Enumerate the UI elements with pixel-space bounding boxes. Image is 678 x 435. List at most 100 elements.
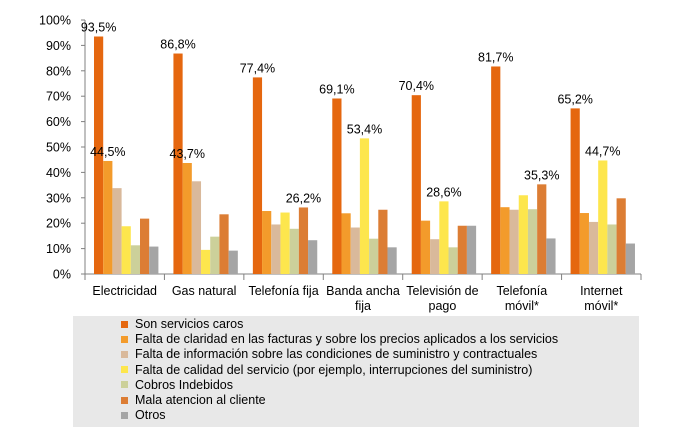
bar bbox=[182, 163, 192, 274]
bar bbox=[411, 95, 421, 275]
bar bbox=[191, 181, 202, 274]
y-tick-label: 100% bbox=[39, 14, 71, 28]
data-label: 65,2% bbox=[557, 92, 592, 106]
bar bbox=[289, 228, 299, 274]
data-label: 86,8% bbox=[160, 38, 195, 52]
x-tick-label: Gas natural bbox=[172, 284, 237, 298]
bar bbox=[546, 238, 556, 274]
x-tick-label: pago bbox=[429, 299, 457, 313]
y-tick-label: 80% bbox=[46, 64, 71, 78]
bar bbox=[616, 198, 626, 274]
legend-label: Falta de información sobre las condicion… bbox=[135, 347, 538, 362]
bar bbox=[298, 207, 309, 274]
legend-label: Falta de claridad en las facturas y sobr… bbox=[135, 332, 559, 347]
legend-item: Mala atencion al cliente bbox=[121, 393, 266, 407]
bar bbox=[262, 211, 272, 274]
bar bbox=[625, 243, 635, 274]
x-tick-label: Internet bbox=[580, 284, 623, 298]
bar bbox=[359, 138, 370, 274]
bar bbox=[598, 160, 608, 274]
bar bbox=[491, 66, 501, 275]
data-label: 43,7% bbox=[170, 147, 205, 161]
x-tick-label: Televisión de bbox=[406, 284, 478, 298]
data-labels: 93,5% 44,5% 86,8% 43,7% 77,4% 26,2% 69,1% 53,4%… bbox=[81, 21, 621, 206]
x-tick-label: móvil* bbox=[505, 299, 539, 313]
legend-swatch bbox=[121, 350, 128, 358]
x-tick-label: fija bbox=[355, 299, 371, 313]
bar bbox=[457, 225, 467, 274]
bar bbox=[103, 160, 113, 274]
bar bbox=[607, 224, 617, 274]
bar bbox=[308, 240, 318, 274]
bar bbox=[570, 108, 580, 274]
x-tick-label: Banda ancha bbox=[326, 284, 400, 298]
data-label: 44,7% bbox=[585, 144, 620, 158]
x-tick-label: Electricidad bbox=[92, 284, 157, 298]
legend-label: Falta de calidad del servicio (por ejemp… bbox=[135, 362, 533, 377]
bar bbox=[369, 238, 379, 274]
legend-swatch bbox=[121, 366, 128, 374]
bar bbox=[252, 77, 263, 275]
legend-label: Son servicios caros bbox=[135, 317, 244, 331]
data-label: 35,3% bbox=[524, 168, 559, 182]
bar bbox=[112, 188, 122, 274]
legend: Son servicios caros Falta de claridad en … bbox=[73, 316, 639, 427]
bar bbox=[130, 245, 140, 274]
bar bbox=[430, 239, 440, 274]
data-label: 53,4% bbox=[347, 122, 382, 136]
bar bbox=[201, 249, 211, 274]
bar bbox=[341, 213, 351, 274]
bar bbox=[537, 184, 547, 274]
bar bbox=[140, 218, 150, 274]
bar bbox=[378, 209, 388, 274]
bar bbox=[527, 209, 538, 274]
bar bbox=[466, 225, 477, 274]
legend-item: Cobros Indebidos bbox=[121, 378, 233, 392]
legend-item: Falta de información sobre las condicion… bbox=[121, 347, 537, 361]
data-label: 28,6% bbox=[426, 185, 461, 199]
bar bbox=[518, 195, 528, 274]
bar bbox=[271, 224, 281, 274]
legend-label: Cobros Indebidos bbox=[135, 377, 233, 392]
data-label: 70,4% bbox=[399, 79, 434, 93]
y-axis: 0% 10% 20% 30% 40% 50% 60% 70% 80% 90% 100% bbox=[39, 14, 86, 282]
y-tick-label: 30% bbox=[46, 191, 71, 205]
y-tick-label: 40% bbox=[46, 166, 71, 180]
legend-swatch bbox=[121, 320, 128, 328]
bar bbox=[579, 213, 589, 274]
bar bbox=[387, 247, 397, 274]
bar bbox=[173, 53, 183, 274]
bar bbox=[588, 221, 599, 274]
x-axis: Electricidad Gas natural Telefonía fija Ban… bbox=[84, 273, 642, 313]
data-label: 26,2% bbox=[286, 191, 321, 205]
data-label: 77,4% bbox=[240, 61, 275, 75]
legend-swatch bbox=[121, 381, 128, 389]
bar bbox=[210, 236, 220, 274]
y-tick-label: 0% bbox=[53, 268, 71, 282]
bar bbox=[500, 207, 510, 274]
data-label: 69,1% bbox=[319, 82, 354, 96]
bar bbox=[219, 214, 229, 274]
legend-swatch bbox=[121, 335, 128, 343]
bar bbox=[149, 246, 159, 274]
legend-item: Falta de calidad del servicio (por ejemp… bbox=[121, 363, 532, 377]
bar bbox=[94, 36, 104, 275]
bar bbox=[228, 250, 238, 274]
bar bbox=[350, 227, 360, 274]
legend-swatch bbox=[121, 396, 128, 404]
legend-swatch bbox=[121, 411, 128, 419]
bar bbox=[448, 247, 458, 274]
bar bbox=[509, 209, 519, 274]
bar bbox=[280, 212, 290, 274]
x-tick-label: Telefonía bbox=[496, 284, 547, 298]
data-label: 93,5% bbox=[81, 21, 116, 35]
legend-item: Otros bbox=[121, 408, 166, 422]
y-tick-label: 50% bbox=[46, 141, 71, 155]
y-tick-label: 10% bbox=[46, 242, 71, 256]
legend-item: Son servicios caros bbox=[121, 317, 243, 331]
data-label: 81,7% bbox=[478, 50, 513, 64]
x-tick-label: Telefonía fija bbox=[248, 284, 318, 298]
legend-item: Falta de claridad en las facturas y sobr… bbox=[121, 332, 558, 346]
legend-label: Otros bbox=[135, 408, 166, 423]
